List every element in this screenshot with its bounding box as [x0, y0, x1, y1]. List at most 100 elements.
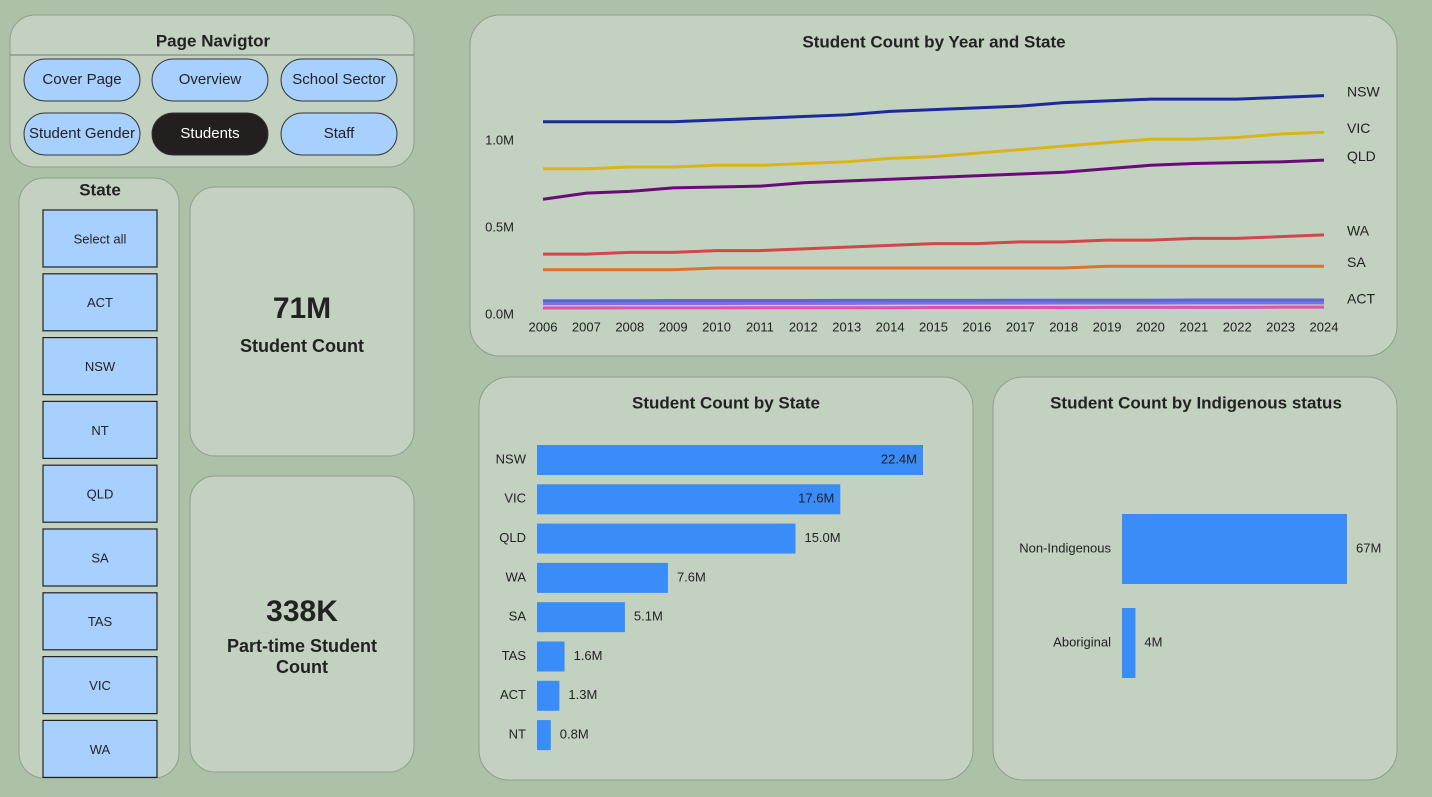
nav-button[interactable] [151, 58, 269, 102]
x-tick-label: 2011 [746, 319, 774, 334]
line-series [543, 305, 1324, 310]
x-tick-label: 2006 [529, 319, 558, 334]
slicer-title: State [79, 180, 121, 199]
y-tick-label: TAS [502, 648, 527, 663]
bar [537, 484, 841, 515]
navigator-title: Page Navigtor [156, 31, 271, 50]
x-tick-label: 2008 [615, 319, 644, 334]
x-tick-label: 2007 [572, 319, 601, 334]
bar [1122, 608, 1136, 678]
line-series [543, 301, 1324, 306]
series-label: QLD [1347, 148, 1376, 164]
data-label: 7.6M [677, 569, 706, 584]
nav-button-label[interactable]: Overview [179, 71, 242, 88]
series-label: NSW [1347, 83, 1380, 99]
data-label: 1.3M [568, 687, 597, 702]
x-tick-label: 2020 [1136, 319, 1165, 334]
x-tick-label: 2019 [1093, 319, 1122, 334]
nav-button-label[interactable]: Student Gender [29, 125, 135, 142]
data-label: 0.8M [560, 727, 589, 742]
card-label-box: Part-time Student Count [226, 636, 377, 677]
nav-button[interactable] [280, 112, 398, 156]
slicer-item-label[interactable]: TAS [88, 614, 113, 629]
series-label: SA [1347, 254, 1366, 270]
chart-title: Student Count by Year and State [802, 32, 1065, 51]
y-tick-label: Aboriginal [1053, 634, 1111, 649]
nav-button[interactable] [23, 112, 141, 156]
nav-button-label[interactable]: Staff [324, 125, 355, 142]
slicer-item-label[interactable]: VIC [89, 678, 111, 693]
nav-button-label[interactable]: Students [180, 125, 239, 142]
slicer-item-label[interactable]: Select all [74, 231, 127, 246]
card-panel [189, 475, 415, 773]
slicer-item[interactable] [42, 337, 158, 396]
y-tick-label: 1.0M [485, 132, 514, 147]
series-label: VIC [1347, 120, 1370, 136]
y-tick-label: NSW [496, 451, 527, 466]
chart-title: Student Count by Indigenous status [1050, 393, 1342, 412]
bar [537, 602, 625, 633]
y-tick-label: Non-Indigenous [1019, 540, 1111, 555]
data-label: 15.0M [804, 530, 840, 545]
bar [1122, 514, 1347, 584]
x-tick-label: 2012 [789, 319, 818, 334]
slicer-item[interactable] [42, 273, 158, 332]
chart-title: Student Count by State [632, 393, 820, 412]
y-tick-label: 0.0M [485, 306, 514, 321]
data-label: 22.4M [881, 451, 917, 466]
card-label: Part-time Student Count [226, 636, 377, 677]
x-tick-label: 2018 [1049, 319, 1078, 334]
slicer-item-label[interactable]: NSW [85, 359, 116, 374]
slicer-item-label[interactable]: WA [90, 742, 111, 757]
card-value: 71M [273, 292, 331, 325]
slicer-item[interactable] [42, 528, 158, 587]
nav-button-label[interactable]: School Sector [292, 71, 385, 88]
card-value: 338K [266, 595, 338, 628]
data-label: 17.6M [798, 491, 834, 506]
slicer-item[interactable] [42, 209, 158, 268]
data-label: 1.6M [574, 648, 603, 663]
slicer-item-label[interactable]: ACT [87, 295, 113, 310]
line-series [543, 233, 1325, 256]
slicer-item-label[interactable]: SA [91, 550, 109, 565]
x-tick-label: 2013 [832, 319, 861, 334]
slicer-item[interactable] [42, 400, 158, 459]
x-tick-label: 2022 [1223, 319, 1252, 334]
data-label: 4M [1144, 634, 1162, 649]
data-label: 5.1M [634, 609, 663, 624]
x-tick-label: 2023 [1266, 319, 1295, 334]
series-label: ACT [1347, 291, 1375, 307]
x-tick-label: 2014 [876, 319, 905, 334]
nav-button-label[interactable]: Cover Page [42, 71, 121, 88]
slicer-items: Select all ACT NSW NT QLD SA TAS VIC WA [42, 209, 158, 779]
y-tick-label: 0.5M [485, 219, 514, 234]
card-panel [189, 186, 415, 457]
slicer-item[interactable] [42, 464, 158, 523]
bar [537, 523, 796, 554]
slicer-item-label[interactable]: QLD [87, 487, 114, 502]
x-tick-label: 2021 [1179, 319, 1208, 334]
y-tick-label: NT [509, 727, 526, 742]
series-label: WA [1347, 223, 1370, 239]
y-tick-label: SA [509, 609, 527, 624]
slicer-item[interactable] [42, 592, 158, 651]
x-tick-label: 2009 [659, 319, 688, 334]
y-tick-label: WA [506, 569, 527, 584]
slicer-item[interactable] [42, 719, 158, 779]
nav-button[interactable] [280, 58, 398, 102]
bar [537, 641, 565, 672]
x-tick-label: 2017 [1006, 319, 1035, 334]
x-tick-label: 2010 [702, 319, 731, 334]
slicer-item[interactable] [42, 655, 158, 715]
bar [537, 720, 551, 751]
slicer-item-label[interactable]: NT [91, 423, 108, 438]
nav-button[interactable] [23, 58, 141, 102]
card-label: Student Count [240, 336, 364, 356]
y-tick-label: ACT [500, 687, 526, 702]
data-label: 67M [1356, 540, 1381, 555]
nav-button[interactable] [151, 112, 269, 156]
chart-panel [478, 376, 974, 781]
x-tick-label: 2024 [1310, 319, 1339, 334]
bar [537, 562, 668, 593]
